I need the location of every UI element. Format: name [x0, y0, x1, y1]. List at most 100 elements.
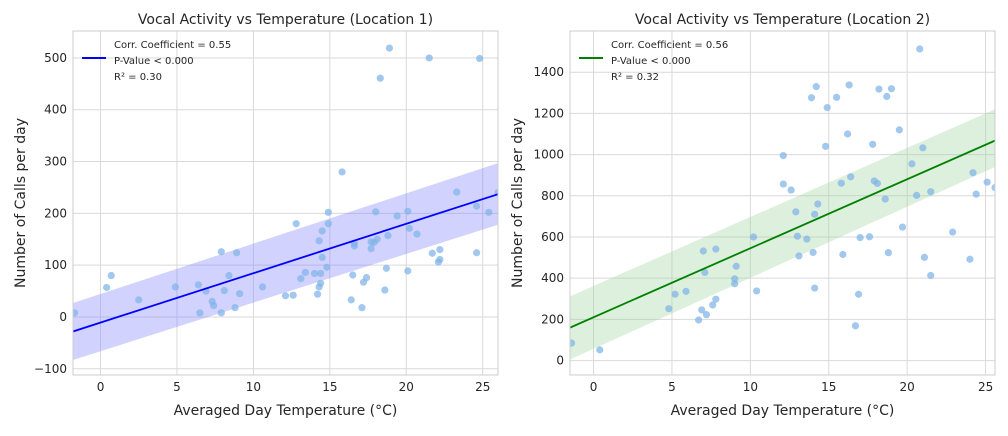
legend-text-line: Corr. Coefficient = 0.56	[611, 40, 728, 51]
data-point	[839, 250, 847, 259]
data-point	[103, 283, 111, 292]
data-point	[883, 92, 891, 101]
y-tick-label: 1400	[533, 65, 564, 79]
chart-title: Vocal Activity vs Temperature (Location …	[635, 12, 930, 28]
data-point	[949, 228, 957, 236]
data-point	[350, 242, 358, 250]
data-point	[217, 309, 225, 317]
data-point	[795, 252, 803, 260]
data-point	[324, 220, 332, 228]
data-point	[358, 304, 366, 312]
data-point	[869, 140, 877, 148]
data-point	[969, 169, 977, 177]
data-point	[258, 283, 267, 291]
data-point	[436, 246, 444, 254]
data-point	[732, 262, 740, 270]
data-point	[701, 268, 709, 277]
data-point	[983, 178, 991, 186]
y-tick-label: 800	[541, 189, 564, 203]
legend: Corr. Coefficient = 0.56 P-Value < 0.000 R…	[579, 40, 728, 83]
data-point	[570, 339, 576, 347]
data-point	[787, 186, 795, 194]
data-point	[382, 264, 390, 272]
legend-text-line: P-Value < 0.000	[611, 56, 691, 67]
data-point	[472, 202, 481, 210]
data-point	[349, 271, 357, 279]
data-point	[807, 94, 816, 102]
data-point	[851, 322, 860, 330]
data-point	[281, 292, 290, 300]
regression-line	[73, 193, 498, 333]
data-point	[833, 93, 841, 101]
data-point	[843, 130, 852, 138]
data-point	[232, 249, 241, 257]
data-point	[405, 224, 413, 232]
data-point	[413, 230, 421, 238]
data-point	[385, 44, 394, 52]
data-point	[289, 291, 297, 299]
data-point	[698, 306, 706, 314]
data-point	[362, 274, 371, 282]
data-point	[347, 296, 355, 304]
data-point	[712, 295, 720, 303]
data-point	[373, 235, 381, 243]
data-point	[966, 255, 974, 263]
data-point	[315, 237, 323, 245]
data-point	[171, 283, 180, 291]
data-point	[809, 248, 817, 257]
data-point	[231, 304, 239, 312]
data-point	[476, 54, 484, 63]
data-point	[887, 85, 896, 93]
y-tick-label: 600	[541, 230, 564, 244]
chart-title: Vocal Activity vs Temperature (Location …	[138, 12, 433, 28]
data-point	[854, 290, 863, 298]
y-axis-label: Number of Calls per day	[13, 118, 29, 288]
data-point	[779, 180, 787, 188]
plot-frame	[569, 30, 996, 376]
data-point	[919, 144, 927, 152]
y-tick-label: 500	[44, 51, 67, 65]
data-point	[856, 234, 864, 242]
data-point	[694, 316, 703, 324]
data-point	[811, 210, 819, 218]
data-point	[194, 281, 202, 289]
data-point	[314, 290, 322, 298]
data-point	[381, 286, 389, 294]
x-axis-label: Averaged Day Temperature (°C)	[671, 403, 895, 419]
data-point	[920, 253, 929, 261]
data-point	[665, 305, 673, 313]
data-point	[927, 188, 935, 196]
legend-text-line: Corr. Coefficient = 0.55	[114, 40, 231, 51]
data-point	[107, 271, 115, 280]
data-point	[317, 279, 325, 287]
plot-frame	[72, 30, 499, 376]
data-point	[217, 248, 225, 256]
data-point	[393, 212, 401, 220]
y-tick-label: 200	[541, 312, 564, 326]
data-point	[845, 81, 853, 89]
data-point	[220, 286, 228, 295]
plot-content	[570, 45, 995, 360]
data-point	[318, 227, 326, 235]
data-point	[338, 168, 346, 176]
data-point	[297, 275, 305, 283]
data-point	[225, 271, 233, 280]
data-point	[873, 179, 881, 188]
x-axis-label: Averaged Day Temperature (°C)	[174, 403, 398, 419]
data-point	[898, 223, 907, 231]
data-point	[884, 249, 892, 257]
data-point	[292, 220, 300, 228]
y-tick-label: 200	[44, 206, 67, 220]
x-tick-label: 0	[97, 380, 105, 394]
legend-text-line: P-Value < 0.000	[114, 56, 194, 67]
x-tick-label: 25	[978, 380, 993, 394]
data-point	[803, 235, 811, 243]
data-point	[324, 208, 332, 216]
data-point	[865, 233, 874, 241]
y-tick-label: 300	[44, 155, 67, 169]
x-tick-label: 5	[668, 380, 676, 394]
data-point	[991, 183, 995, 192]
data-point	[372, 208, 380, 216]
x-tick-label: 25	[475, 380, 490, 394]
